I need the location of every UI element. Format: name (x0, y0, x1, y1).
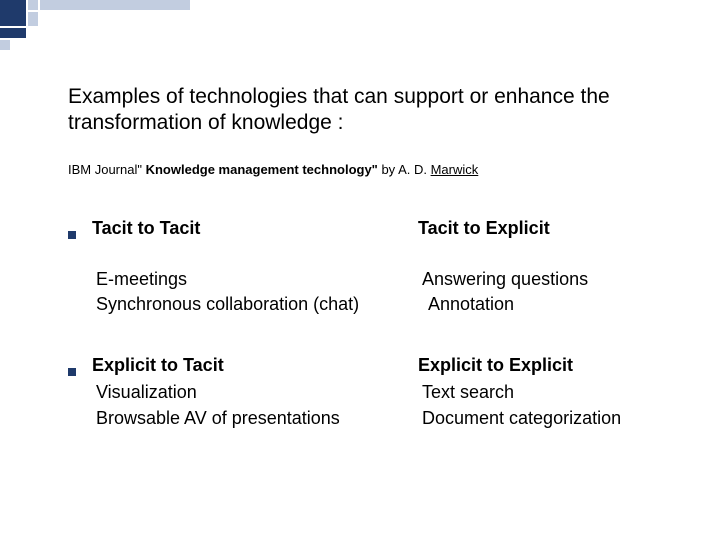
bullet-icon (68, 368, 76, 376)
q1-item2: Synchronous collaboration (chat) (96, 292, 418, 317)
q4-item1: Text search (422, 380, 698, 405)
row-1: Tacit to Tacit E-meetings Synchronous co… (68, 218, 680, 317)
row-2: Explicit to Tacit Visualization Browsabl… (68, 355, 680, 430)
q3-heading: Explicit to Tacit (92, 355, 224, 376)
q3-item2: Browsable AV of presentations (96, 406, 418, 431)
subtitle-author: Marwick (431, 162, 479, 177)
q4-item2: Document categorization (422, 406, 698, 431)
q2-item1: Answering questions (422, 267, 698, 292)
corner-decoration (0, 0, 200, 50)
slide-title: Examples of technologies that can suppor… (68, 84, 680, 137)
subtitle-bold: Knowledge management technology" (146, 162, 378, 177)
q3-item1: Visualization (96, 380, 418, 405)
subtitle-prefix: IBM Journal" (68, 162, 146, 177)
bullet-icon (68, 231, 76, 239)
slide-subtitle: IBM Journal" Knowledge management techno… (68, 162, 478, 177)
quadrant-tacit-tacit: Tacit to Tacit E-meetings Synchronous co… (68, 218, 418, 317)
q2-heading: Tacit to Explicit (418, 218, 550, 239)
subtitle-by: by A. D. (378, 162, 431, 177)
q1-item1: E-meetings (96, 267, 418, 292)
quadrant-explicit-explicit: Explicit to Explicit Text search Documen… (418, 355, 698, 430)
quadrant-explicit-tacit: Explicit to Tacit Visualization Browsabl… (68, 355, 418, 430)
content-grid: Tacit to Tacit E-meetings Synchronous co… (68, 218, 680, 469)
quadrant-tacit-explicit: Tacit to Explicit Answering questions An… (418, 218, 698, 317)
q2-item2: Annotation (422, 292, 698, 317)
q1-heading: Tacit to Tacit (92, 218, 200, 239)
q4-heading: Explicit to Explicit (418, 355, 573, 376)
